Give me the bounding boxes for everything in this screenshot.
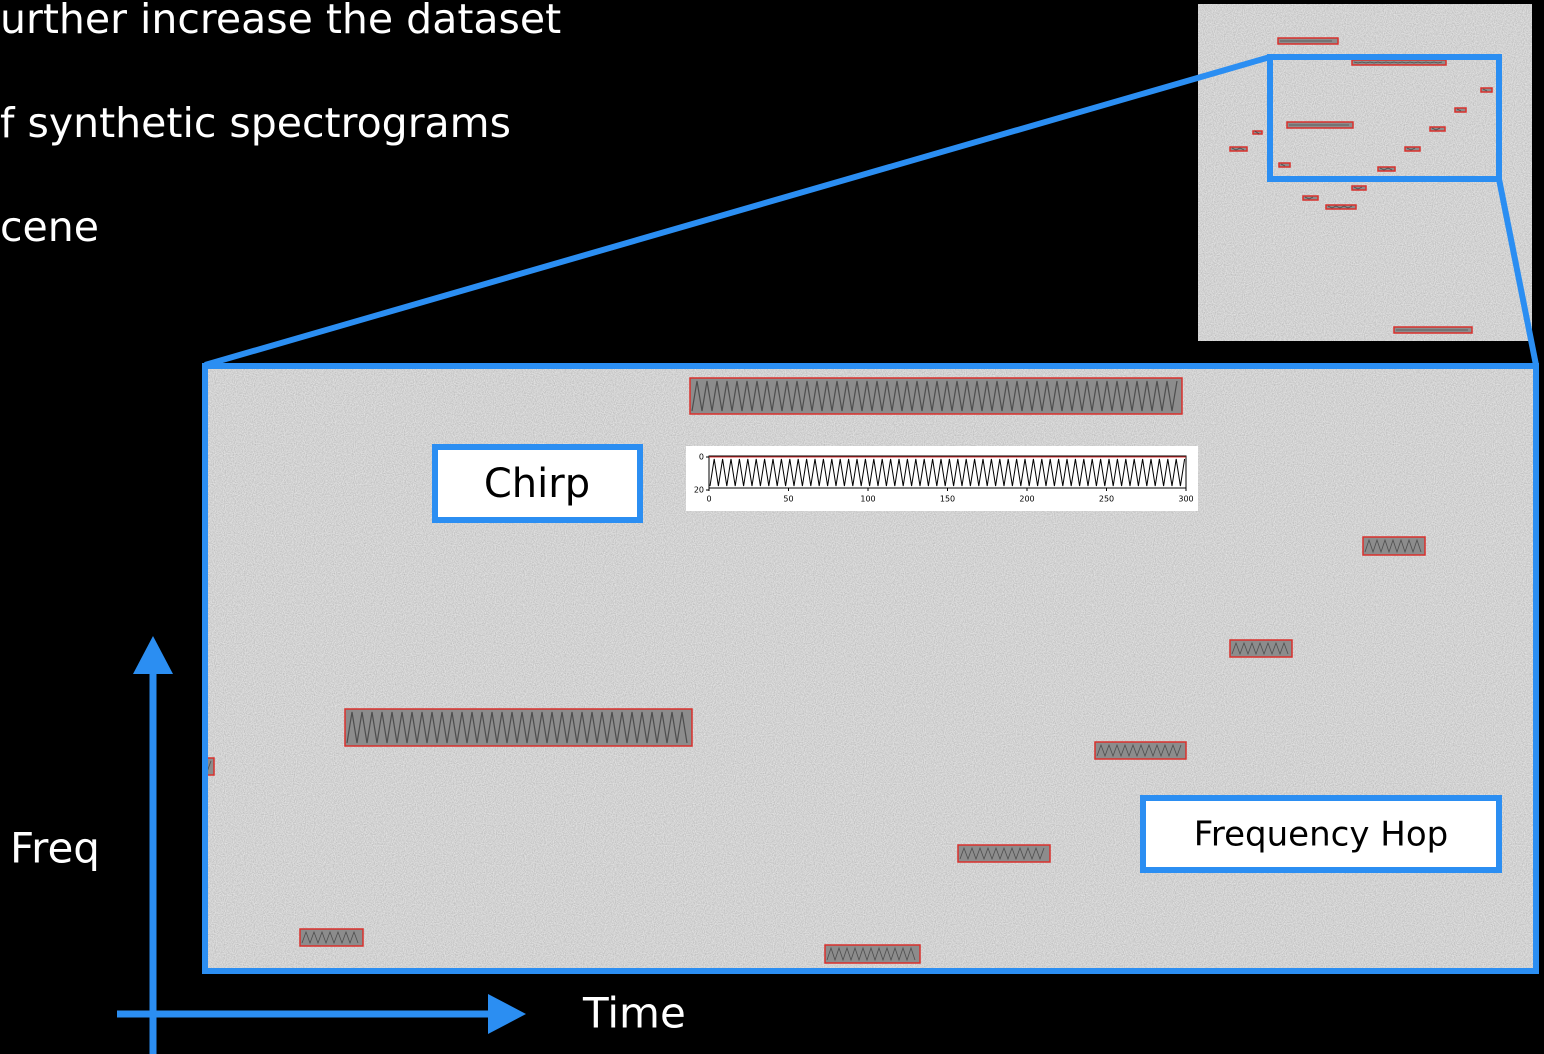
axis-label: Freq bbox=[10, 824, 100, 873]
tick-label: 250 bbox=[1099, 495, 1114, 504]
tick-label: 100 bbox=[860, 495, 875, 504]
signal-box bbox=[1481, 88, 1492, 92]
slide: urther increase the dataset f synthetic … bbox=[0, 0, 1544, 1054]
tick-label: 0 bbox=[699, 453, 704, 462]
signal-box bbox=[1279, 163, 1290, 167]
tick-label: 200 bbox=[1019, 495, 1034, 504]
page: urther increase the dataset f synthetic … bbox=[0, 0, 1544, 1054]
tick-label: 300 bbox=[1178, 495, 1193, 504]
signal-box bbox=[1352, 186, 1366, 190]
signal-box bbox=[300, 929, 363, 946]
bullet: urther increase the dataset bbox=[0, 0, 561, 43]
tick-label: 150 bbox=[940, 495, 955, 504]
tick-label: 0 bbox=[706, 495, 711, 504]
signal-box bbox=[1363, 537, 1425, 555]
signal-box bbox=[1095, 742, 1186, 759]
bullet: cene bbox=[0, 203, 99, 251]
axis-label: Time bbox=[582, 989, 686, 1038]
bullet: f synthetic spectrograms bbox=[0, 99, 511, 147]
signal-box bbox=[1455, 108, 1466, 112]
signal-box bbox=[1230, 640, 1292, 657]
tick-label: 20 bbox=[694, 486, 704, 495]
tick-label: 50 bbox=[783, 495, 793, 504]
label: Chirp bbox=[484, 461, 590, 507]
label: Frequency Hop bbox=[1194, 815, 1448, 855]
